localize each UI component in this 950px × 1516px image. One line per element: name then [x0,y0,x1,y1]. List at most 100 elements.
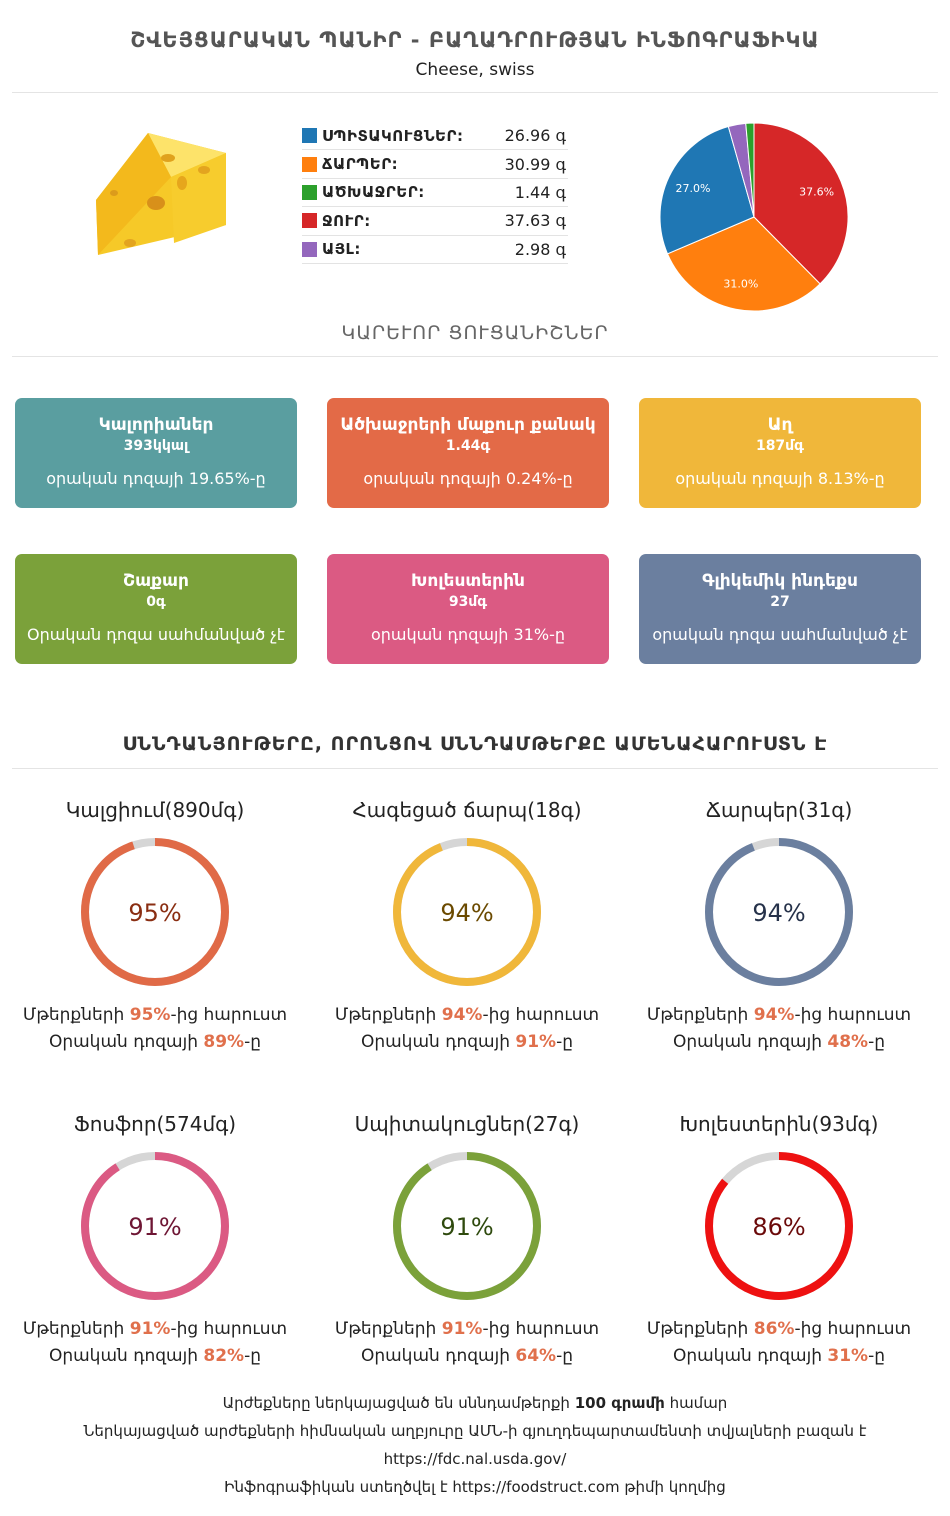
macro-row-fats: ՃԱՐՊԵՐ: 30.99 գ [302,150,568,179]
page-subtitle: Cheese, swiss [415,60,535,80]
gauge-title: Ֆոսֆոր(574մգ) [73,1112,237,1136]
card-value: 1.44գ [445,438,491,454]
gauge-title: Խոլեստերին(93մգ) [679,1112,879,1136]
pie-label: 27.0% [675,182,710,195]
card-subtitle: օրական դոզայի 19.65%-ը [46,469,266,488]
legend-swatch [302,156,317,172]
gauge-fill [81,1152,229,1300]
legend-swatch [302,241,317,257]
gauge-rank-text: Մթերքների 91%-ից հարուստ [22,1319,288,1339]
macro-value: 30.99 գ [504,154,566,174]
macro-value: 37.63 գ [504,211,566,231]
card-subtitle: օրական դոզա սահմանված չէ [652,625,908,644]
gauge-percent: 94% [752,899,805,927]
gauge-cholesterol: Խոլեստերին(93մգ) 86% Մթերքների 86%-ից հա… [629,1112,929,1370]
pie-slice-fats [666,216,821,312]
gauge-fill [705,838,853,986]
card-cholesterol: Խոլեստերին 93մգ օրական դոզայի 31%-ը [327,554,609,664]
gauge-percent: 91% [440,1213,493,1241]
macro-pie-chart: 37.6% 31.0% 27.0% [659,122,849,312]
card-title: Շաքար [123,571,189,591]
gauge-saturated-fat: Հագեցած ճարպ(18գ) 94% Մթերքների 94%-ից հ… [317,798,617,1056]
pie-slice-water [753,122,849,285]
page-title: ՇՎԵՅՑԱՐԱԿԱՆ ՊԱՆԻՐ - ԲԱՂԱԴՐՈՒԹՅԱՆ ԻՆՖՈԳՐԱ… [130,28,820,52]
gauge-daily-text: Օրական դոզայի 48%-ը [672,1032,886,1052]
card-subtitle: օրական դոզայի 31%-ը [371,625,565,644]
cheese-image [96,133,226,255]
rich-nutrients-title: ՍՆՆԴԱՆՅՈՒԹԵՐԸ, ՈՐՈՆՑՈՎ ՍՆՆԴԱՄԹԵՐՔԸ ԱՄԵՆԱ… [122,733,828,755]
macro-row-proteins: ՍՊԻՏԱԿՈՒՑՆԵՐ: 26.96 գ [302,122,568,151]
gauge-ring: 91% [81,1152,229,1300]
card-title: Խոլեստերին [411,571,525,591]
footer-source: Ներկայացված արժեքների հիմնական աղբյուրը … [83,1422,867,1440]
gauge-proteins: Սպիտակուցներ(27գ) 91% Մթերքների 91%-ից հ… [317,1112,617,1370]
macro-name: ՍՊԻՏԱԿՈՒՑՆԵՐ: [322,126,464,145]
gauge-ring: 95% [81,838,229,986]
card-title: Աղ [767,415,793,435]
gauge-ring: 91% [393,1152,541,1300]
legend-swatch [302,213,317,229]
card-calories: Կալորիաներ 393կկալ օրական դոզայի 19.65%-… [15,398,297,508]
macro-row-carbs: ԱԾԽԱՋՐԵՐ: 1.44 գ [302,179,568,208]
gauge-percent: 91% [128,1213,181,1241]
gauge-ring: 94% [705,838,853,986]
footer-source-link[interactable]: https://fdc.nal.usda.gov/ [383,1450,567,1468]
macro-value: 1.44 գ [514,182,566,202]
card-sugar: Շաքար 0գ Օրական դոզա սահմանված չէ [15,554,297,664]
gauge-daily-text: Օրական դոզայի 89%-ը [48,1032,262,1052]
macro-value: 2.98 գ [514,239,566,259]
gauge-percent: 95% [128,899,181,927]
footer-credit: Ինֆոգրաֆիկան ստեղծվել է https://foodstru… [224,1478,726,1496]
card-glycemic-index: Գլիկեմիկ ինդեքս 27 օրական դոզա սահմանված… [639,554,921,664]
gauge-fill [705,1152,853,1300]
legend-swatch [302,128,317,144]
gauge-title: Ճարպեր(31գ) [705,798,853,822]
gauge-title: Հագեցած ճարպ(18գ) [352,798,582,822]
card-subtitle: օրական դոզայի 0.24%-ը [363,469,573,488]
gauge-ring: 86% [705,1152,853,1300]
macro-name: ԱԾԽԱՋՐԵՐ: [322,183,425,202]
card-value: 0գ [146,594,166,610]
card-value: 27 [770,594,790,610]
key-indicators-title: ԿԱՐԵՒՈՐ ՑՈՒՑԱՆԻՇՆԵՐ [341,322,609,344]
macro-name: ԱՅԼ: [322,240,361,259]
card-net-carbs: Ածխաջրերի մաքուր քանակ 1.44գ օրական դոզա… [327,398,609,508]
card-title: Ածխաջրերի մաքուր քանակ [340,415,596,435]
gauge-ring: 94% [393,838,541,986]
macro-row-water: ՋՈՒՐ: 37.63 գ [302,207,568,236]
pie-label: 31.0% [723,277,758,290]
gauge-fill [81,838,229,986]
card-title: Կալորիաներ [98,415,214,435]
gauge-fats: Ճարպեր(31գ) 94% Մթերքների 94%-ից հարուստ… [629,798,929,1056]
gauge-title: Կալցիում(890մգ) [65,798,245,822]
pie-label: 37.6% [799,185,834,198]
gauge-daily-text: Օրական դոզայի 91%-ը [360,1032,574,1052]
footer-note: Արժեքները ներկայացված են սննդամթերքի 100… [222,1394,728,1412]
card-title: Գլիկեմիկ ինդեքս [702,571,858,591]
gauge-title: Սպիտակուցներ(27գ) [354,1112,580,1136]
card-subtitle: Օրական դոզա սահմանված չէ [26,625,286,644]
card-value: 93մգ [448,594,488,610]
legend-swatch [302,184,317,200]
macro-table: ՍՊԻՏԱԿՈՒՑՆԵՐ: 26.96 գ ՃԱՐՊԵՐ: 30.99 գ ԱԾ… [302,122,568,264]
gauge-daily-text: Օրական դոզայի 82%-ը [48,1346,262,1366]
pie-slice-proteins [659,125,755,255]
divider [12,92,938,93]
gauge-fill [393,1152,541,1300]
gauge-calcium: Կալցիում(890մգ) 95% Մթերքների 95%-ից հար… [5,798,305,1056]
gauge-rank-text: Մթերքների 86%-ից հարուստ [646,1319,912,1339]
card-value: 187մգ [755,438,805,454]
gauge-phosphorus: Ֆոսֆոր(574մգ) 91% Մթերքների 91%-ից հարու… [5,1112,305,1370]
gauge-daily-text: Օրական դոզայի 31%-ը [672,1346,886,1366]
gauge-rank-text: Մթերքների 91%-ից հարուստ [334,1319,600,1339]
gauge-rank-text: Մթերքների 94%-ից հարուստ [646,1005,912,1025]
divider [12,768,938,769]
macro-name: ՃԱՐՊԵՐ: [322,155,399,174]
macro-row-other: ԱՅԼ: 2.98 գ [302,236,568,264]
card-salt: Աղ 187մգ օրական դոզայի 8.13%-ը [639,398,921,508]
gauge-percent: 94% [440,899,493,927]
card-value: 393կկալ [123,438,189,454]
macro-value: 26.96 գ [504,126,566,146]
gauge-rank-text: Մթերքների 94%-ից հարուստ [334,1005,600,1025]
macro-name: ՋՈՒՐ: [322,211,371,230]
